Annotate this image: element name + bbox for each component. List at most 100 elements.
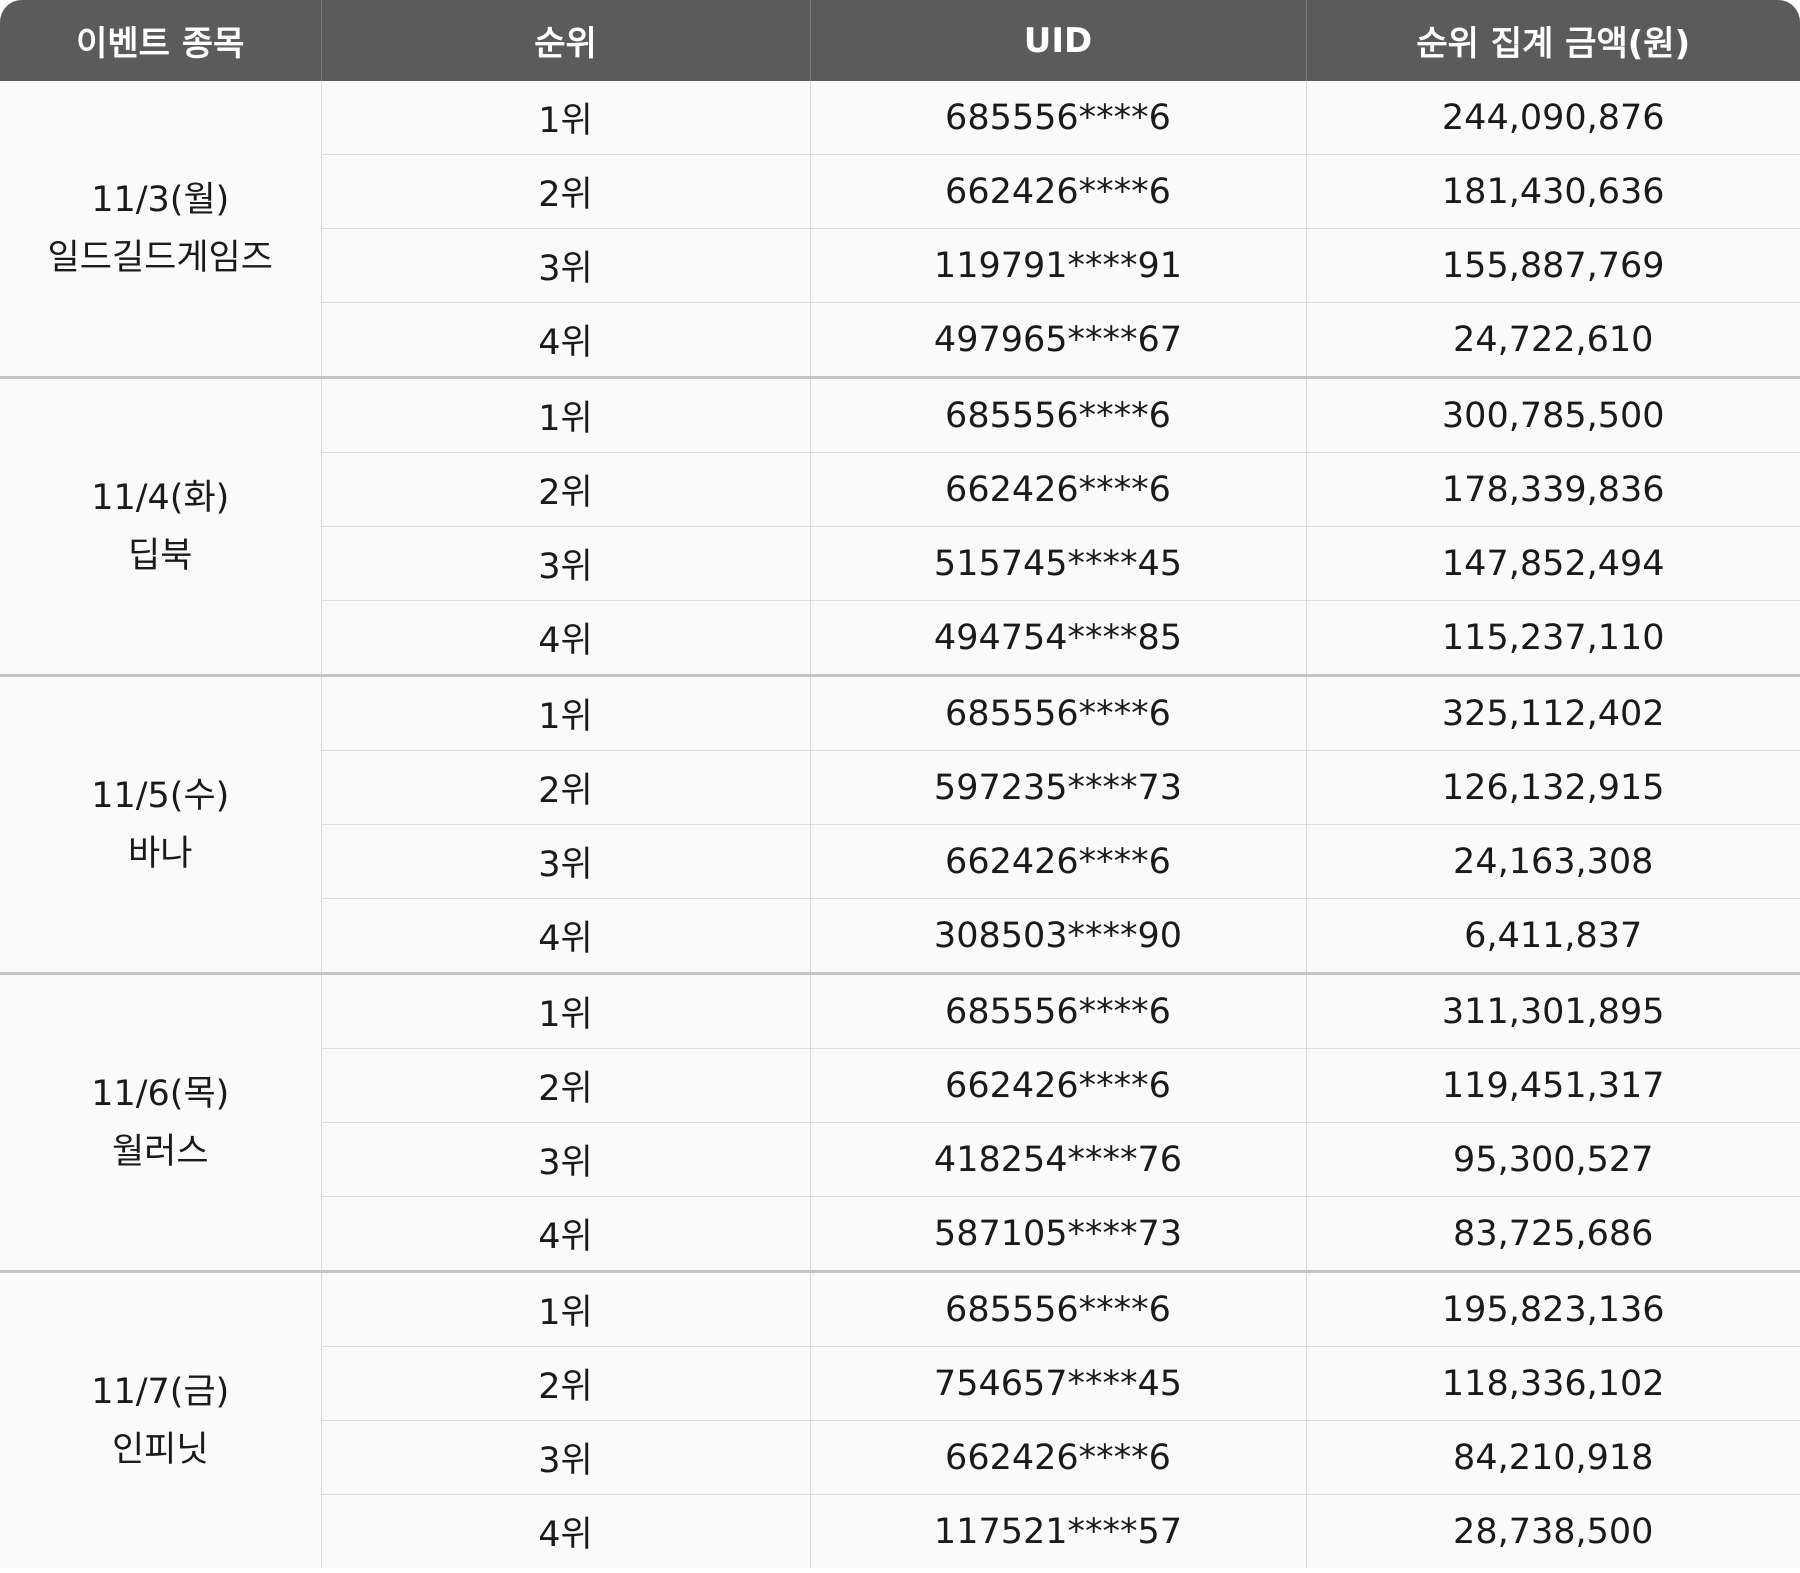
uid-cell: 662426****6 bbox=[809, 452, 1306, 527]
table-row: 2위 754657****45 118,336,102 bbox=[0, 1346, 1800, 1421]
event-name: 인피닛 bbox=[111, 1429, 209, 1470]
header-event: 이벤트 종목 bbox=[0, 0, 321, 81]
table-body: 11/3(월) 일드길드게임즈 1위 685556****6 244,090,876 2위… bbox=[0, 81, 1800, 1568]
amount-cell: 118,336,102 bbox=[1305, 1346, 1800, 1421]
event-date: 11/4(화) bbox=[91, 477, 230, 518]
table-row: 2위 662426****6 119,451,317 bbox=[0, 1048, 1800, 1123]
table-row: 2위 662426****6 181,430,636 bbox=[0, 154, 1800, 229]
table-row: 11/5(수) 바나 1위 685556****6 325,112,402 bbox=[0, 674, 1800, 974]
header-row: 이벤트 종목 순위 UID 순위 집계 금액(원) bbox=[0, 0, 1800, 81]
amount-cell: 115,237,110 bbox=[1305, 600, 1800, 676]
rank-cell: 1위 bbox=[320, 972, 810, 1049]
amount-cell: 311,301,895 bbox=[1305, 972, 1800, 1049]
table-row: 4위 308503****90 6,411,837 bbox=[0, 898, 1800, 974]
rank-cell: 4위 bbox=[320, 600, 810, 676]
amount-cell: 95,300,527 bbox=[1305, 1122, 1800, 1197]
uid-cell: 117521****57 bbox=[809, 1494, 1306, 1568]
event-name: 월러스 bbox=[111, 1131, 209, 1172]
event-cell: 11/4(화) 딥북 bbox=[0, 376, 321, 676]
rank-cell: 4위 bbox=[320, 1196, 810, 1272]
uid-cell: 685556****6 bbox=[809, 1270, 1306, 1347]
rank-cell: 1위 bbox=[320, 1270, 810, 1347]
uid-cell: 597235****73 bbox=[809, 750, 1306, 825]
table-row: 3위 662426****6 24,163,308 bbox=[0, 824, 1800, 899]
event-date: 11/6(목) bbox=[91, 1073, 230, 1114]
uid-cell: 685556****6 bbox=[809, 674, 1306, 751]
amount-cell: 325,112,402 bbox=[1305, 674, 1800, 751]
rank-cell: 3위 bbox=[320, 1122, 810, 1197]
table-row: 11/3(월) 일드길드게임즈 1위 685556****6 244,090,876 bbox=[0, 81, 1800, 378]
event-cell: 11/3(월) 일드길드게임즈 bbox=[0, 81, 321, 378]
table-row: 4위 494754****85 115,237,110 bbox=[0, 600, 1800, 676]
table-row: 3위 119791****91 155,887,769 bbox=[0, 228, 1800, 303]
amount-cell: 6,411,837 bbox=[1305, 898, 1800, 974]
rank-cell: 2위 bbox=[320, 1346, 810, 1421]
uid-cell: 119791****91 bbox=[809, 228, 1306, 303]
amount-cell: 155,887,769 bbox=[1305, 228, 1800, 303]
rank-cell: 3위 bbox=[320, 228, 810, 303]
table-header: 이벤트 종목 순위 UID 순위 집계 금액(원) bbox=[0, 0, 1800, 81]
amount-cell: 126,132,915 bbox=[1305, 750, 1800, 825]
amount-cell: 84,210,918 bbox=[1305, 1420, 1800, 1495]
header-uid: UID bbox=[809, 0, 1306, 81]
table-row: 4위 497965****67 24,722,610 bbox=[0, 302, 1800, 378]
table-row: 4위 587105****73 83,725,686 bbox=[0, 1196, 1800, 1272]
amount-cell: 195,823,136 bbox=[1305, 1270, 1800, 1347]
rank-cell: 2위 bbox=[320, 452, 810, 527]
event-date: 11/5(수) bbox=[91, 775, 230, 816]
rank-cell: 1위 bbox=[320, 81, 810, 155]
uid-cell: 497965****67 bbox=[809, 302, 1306, 378]
amount-cell: 181,430,636 bbox=[1305, 154, 1800, 229]
table-row: 2위 662426****6 178,339,836 bbox=[0, 452, 1800, 527]
header-rank: 순위 bbox=[320, 0, 810, 81]
event-name: 일드길드게임즈 bbox=[47, 237, 273, 278]
event-cell: 11/6(목) 월러스 bbox=[0, 972, 321, 1272]
uid-cell: 515745****45 bbox=[809, 526, 1306, 601]
amount-cell: 24,722,610 bbox=[1305, 302, 1800, 378]
rank-cell: 1위 bbox=[320, 376, 810, 453]
rank-cell: 3위 bbox=[320, 1420, 810, 1495]
rank-cell: 2위 bbox=[320, 1048, 810, 1123]
uid-cell: 308503****90 bbox=[809, 898, 1306, 974]
table-row: 2위 597235****73 126,132,915 bbox=[0, 750, 1800, 825]
uid-cell: 662426****6 bbox=[809, 824, 1306, 899]
table-row: 11/6(목) 월러스 1위 685556****6 311,301,895 bbox=[0, 972, 1800, 1272]
amount-cell: 300,785,500 bbox=[1305, 376, 1800, 453]
event-date: 11/3(월) bbox=[91, 179, 230, 220]
uid-cell: 662426****6 bbox=[809, 1048, 1306, 1123]
event-date: 11/7(금) bbox=[91, 1371, 230, 1412]
uid-cell: 662426****6 bbox=[809, 1420, 1306, 1495]
table-row: 4위 117521****57 28,738,500 bbox=[0, 1494, 1800, 1568]
uid-cell: 754657****45 bbox=[809, 1346, 1306, 1421]
table-row: 11/4(화) 딥북 1위 685556****6 300,785,500 bbox=[0, 376, 1800, 676]
event-cell: 11/7(금) 인피닛 bbox=[0, 1270, 321, 1568]
rank-cell: 4위 bbox=[320, 302, 810, 378]
rank-cell: 2위 bbox=[320, 750, 810, 825]
amount-cell: 147,852,494 bbox=[1305, 526, 1800, 601]
uid-cell: 587105****73 bbox=[809, 1196, 1306, 1272]
uid-cell: 494754****85 bbox=[809, 600, 1306, 676]
rank-cell: 4위 bbox=[320, 1494, 810, 1568]
rank-cell: 1위 bbox=[320, 674, 810, 751]
table-row: 11/7(금) 인피닛 1위 685556****6 195,823,136 bbox=[0, 1270, 1800, 1568]
header-amount: 순위 집계 금액(원) bbox=[1305, 0, 1800, 81]
uid-cell: 685556****6 bbox=[809, 972, 1306, 1049]
amount-cell: 83,725,686 bbox=[1305, 1196, 1800, 1272]
event-name: 바나 bbox=[128, 833, 193, 874]
table-row: 3위 418254****76 95,300,527 bbox=[0, 1122, 1800, 1197]
event-cell: 11/5(수) 바나 bbox=[0, 674, 321, 974]
rank-cell: 3위 bbox=[320, 526, 810, 601]
amount-cell: 28,738,500 bbox=[1305, 1494, 1800, 1568]
event-name: 딥북 bbox=[128, 535, 193, 576]
amount-cell: 24,163,308 bbox=[1305, 824, 1800, 899]
uid-cell: 685556****6 bbox=[809, 376, 1306, 453]
amount-cell: 244,090,876 bbox=[1305, 81, 1800, 155]
amount-cell: 178,339,836 bbox=[1305, 452, 1800, 527]
table-row: 3위 662426****6 84,210,918 bbox=[0, 1420, 1800, 1495]
uid-cell: 418254****76 bbox=[809, 1122, 1306, 1197]
uid-cell: 685556****6 bbox=[809, 81, 1306, 155]
rank-cell: 3위 bbox=[320, 824, 810, 899]
rank-cell: 4위 bbox=[320, 898, 810, 974]
